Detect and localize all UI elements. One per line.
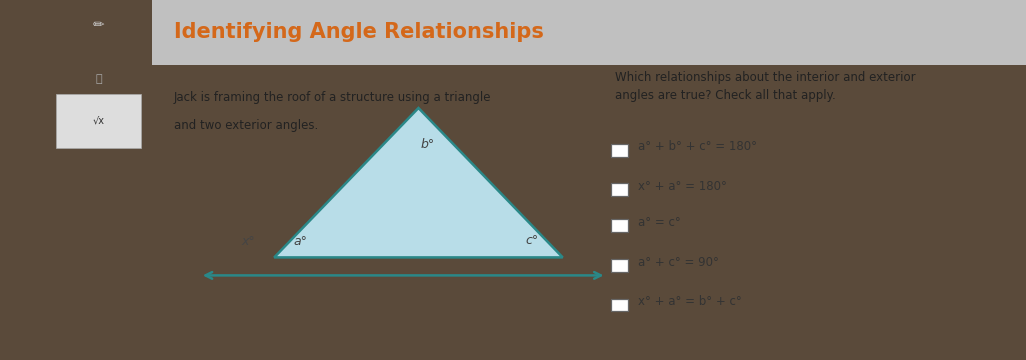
Text: 🎧: 🎧 — [95, 74, 102, 84]
Text: x° + a° = b° + c°: x° + a° = b° + c° — [638, 295, 742, 308]
Text: a° + b° + c° = 180°: a° + b° + c° = 180° — [638, 140, 757, 153]
Text: Identifying Angle Relationships: Identifying Angle Relationships — [173, 22, 544, 42]
Text: ✏: ✏ — [93, 18, 105, 32]
Text: c°: c° — [525, 234, 539, 247]
Bar — [610, 298, 628, 311]
Bar — [610, 259, 628, 272]
Text: x°: x° — [241, 235, 254, 248]
Bar — [610, 144, 628, 157]
Text: √x: √x — [92, 116, 105, 126]
Text: x° + a° = 180°: x° + a° = 180° — [638, 180, 726, 193]
FancyBboxPatch shape — [152, 0, 1026, 65]
Polygon shape — [274, 108, 562, 257]
Bar — [610, 183, 628, 196]
Bar — [610, 219, 628, 232]
Text: Jack is framing the roof of a structure using a triangle: Jack is framing the roof of a structure … — [173, 91, 491, 104]
Text: Which relationships about the interior and exterior
angles are true? Check all t: Which relationships about the interior a… — [616, 71, 916, 102]
Text: b°: b° — [420, 138, 434, 150]
Text: and two exterior angles.: and two exterior angles. — [173, 120, 318, 132]
Text: a°: a° — [293, 235, 308, 248]
FancyBboxPatch shape — [56, 94, 142, 148]
Text: a° + c° = 90°: a° + c° = 90° — [638, 256, 719, 269]
Text: a° = c°: a° = c° — [638, 216, 680, 229]
